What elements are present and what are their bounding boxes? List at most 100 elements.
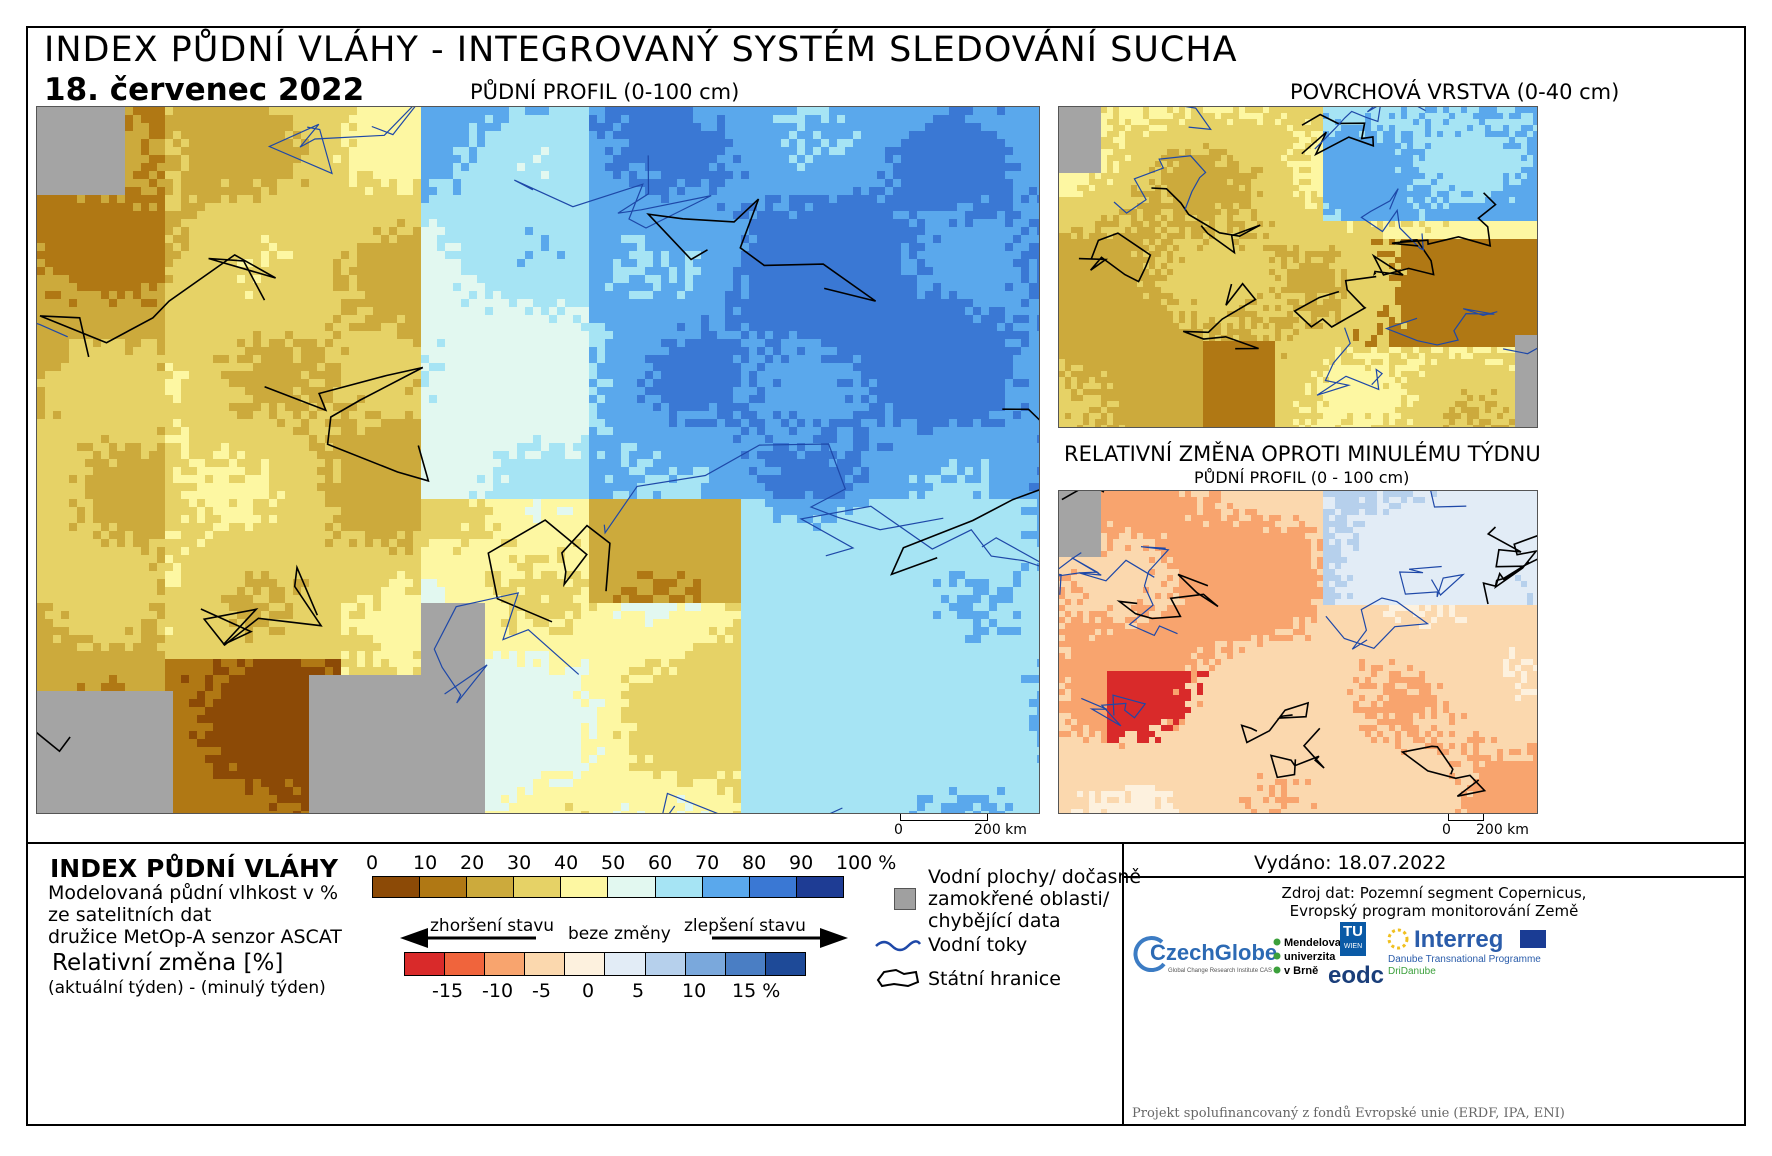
czechglobe-wordmark: CzechGlobe: [1150, 940, 1277, 966]
index-tick-label: 90: [789, 852, 813, 874]
eodc-logo: eodc: [1328, 962, 1384, 990]
index-color-swatch: [796, 877, 843, 897]
change-color-swatch: [605, 953, 646, 975]
border-shape-icon: [876, 968, 920, 988]
legend-relative-desc: (aktuální týden) - (minulý týden): [48, 978, 326, 998]
index-color-swatch: [702, 877, 750, 897]
index-color-swatch: [561, 877, 609, 897]
main-scale-end: 200 km: [974, 822, 1027, 838]
mendel-line-2: univerzita: [1284, 950, 1341, 964]
mendel-wordmark: Mendelova univerzita v Brně: [1284, 936, 1341, 978]
change-color-swatch: [405, 953, 446, 975]
index-tick-label: 70: [695, 852, 719, 874]
source-line-2: Evropský program monitorování Země: [1126, 902, 1742, 921]
index-color-swatch: [467, 877, 515, 897]
change-color-swatch: [445, 953, 486, 975]
change-tick-label: -15: [432, 980, 463, 1002]
info-divider: [1122, 842, 1124, 1126]
tu-subtitle: WIEN: [1340, 942, 1366, 952]
borders-and-rivers: [1059, 491, 1537, 797]
main-soil-moisture-map: [36, 106, 1040, 814]
index-tick-label: 80: [742, 852, 766, 874]
water-label-2: zamokřené oblasti/: [928, 888, 1109, 910]
change-tick-label: 5: [632, 980, 644, 1002]
change-colorbar: [404, 952, 806, 976]
index-color-swatch: [420, 877, 468, 897]
legend-index-desc-3: družice MetOp-A senzor ASCAT: [48, 926, 342, 948]
mendel-line-3: v Brně: [1284, 964, 1341, 978]
index-tick-label: 100 %: [836, 852, 896, 874]
change-tick-label: -5: [532, 980, 551, 1002]
change-color-swatch: [525, 953, 566, 975]
index-tick-label: 50: [601, 852, 625, 874]
main-scale-bar: [900, 814, 988, 821]
surface-map-label: POVRCHOVÁ VRSTVA (0-40 cm): [1290, 80, 1619, 104]
issued-divider: [1124, 876, 1744, 878]
better-label: zlepšení stavu: [684, 916, 806, 936]
rivers-label: Vodní toky: [928, 934, 1027, 956]
index-colorbar: [372, 876, 844, 898]
tu-wien-logo: TU WIEN: [1340, 922, 1366, 956]
change-map-label: RELATIVNÍ ZMĚNA OPROTI MINULÉMU TÝDNU: [1064, 442, 1541, 466]
index-color-swatch: [655, 877, 703, 897]
change-tick-label: 15 %: [732, 980, 780, 1002]
index-tick-label: 60: [648, 852, 672, 874]
main-scale-zero: 0: [894, 822, 903, 838]
change-tick-label: -10: [482, 980, 513, 1002]
index-tick-label: 20: [460, 852, 484, 874]
change-color-swatch: [565, 953, 606, 975]
relative-change-map: [1058, 490, 1538, 814]
poster-frame: INDEX PŮDNÍ VLÁHY - INTEGROVANÝ SYSTÉM S…: [26, 26, 1746, 1126]
water-label-3: chybějící data: [928, 910, 1061, 932]
change-color-swatch: [645, 953, 686, 975]
legend-relative-title: Relativní změna [%]: [52, 950, 283, 976]
index-color-swatch: [514, 877, 562, 897]
change-color-swatch: [765, 953, 805, 975]
issue-date-heading: 18. červenec 2022: [44, 72, 364, 108]
index-color-swatch: [608, 877, 656, 897]
change-map-sublabel: PŮDNÍ PROFIL (0 - 100 cm): [1194, 468, 1409, 487]
no-change-label: beze změny: [568, 924, 671, 944]
page-title: INDEX PŮDNÍ VLÁHY - INTEGROVANÝ SYSTÉM S…: [44, 30, 1238, 70]
borders-label: Státní hranice: [928, 968, 1061, 990]
river-line-icon: [875, 940, 922, 952]
index-color-swatch: [373, 877, 421, 897]
small-scale-zero: 0: [1442, 822, 1451, 838]
worse-label: zhoršení stavu: [430, 916, 554, 936]
index-tick-label: 10: [413, 852, 437, 874]
index-tick-label: 40: [554, 852, 578, 874]
borders-and-rivers: [1078, 107, 1537, 396]
legend-divider: [28, 842, 1744, 844]
index-tick-label: 0: [366, 852, 378, 874]
change-color-swatch: [485, 953, 526, 975]
change-direction-arrows: [400, 928, 848, 948]
borders-and-rivers: [37, 107, 1039, 813]
eu-flag-icon: [1520, 930, 1546, 948]
interreg-wordmark: Interreg: [1414, 926, 1503, 954]
interreg-star-icon: [1387, 928, 1409, 950]
water-label-1: Vodní plochy/ dočasně: [928, 866, 1141, 888]
change-color-swatch: [725, 953, 766, 975]
mendel-dots-icon: [1273, 938, 1281, 974]
main-map-label: PŮDNÍ PROFIL (0-100 cm): [470, 80, 739, 104]
czechglobe-swirl-icon: [1133, 936, 1166, 973]
raster-cells: [37, 107, 1039, 813]
small-scale-bar: [1448, 814, 1484, 821]
change-color-swatch: [685, 953, 726, 975]
eu-funding-footer: Projekt spolufinancovaný z fondů Evropsk…: [1132, 1106, 1565, 1121]
left-arrowhead: [400, 928, 428, 948]
change-tick-label: 10: [682, 980, 706, 1002]
source-line-1: Zdroj dat: Pozemní segment Copernicus,: [1126, 884, 1742, 903]
small-scale-end: 200 km: [1476, 822, 1529, 838]
index-color-swatch: [749, 877, 797, 897]
water-gray-swatch: [894, 888, 916, 910]
issued-date: Vydáno: 18.07.2022: [1254, 852, 1446, 874]
interreg-subtitle: Danube Transnational Programme: [1388, 954, 1541, 965]
czechglobe-subtitle: Global Change Research Institute CAS: [1168, 968, 1272, 974]
change-tick-label: 0: [582, 980, 594, 1002]
mendel-line-1: Mendelova: [1284, 936, 1341, 950]
surface-layer-map: [1058, 106, 1538, 428]
dridanube-subtitle: DriDanube: [1388, 966, 1436, 977]
raster-cells: [1059, 107, 1537, 427]
legend-index-title: INDEX PŮDNÍ VLÁHY: [50, 854, 338, 883]
